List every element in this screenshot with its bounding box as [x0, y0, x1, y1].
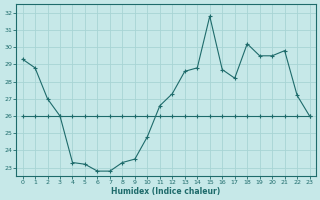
X-axis label: Humidex (Indice chaleur): Humidex (Indice chaleur) [111, 187, 221, 196]
